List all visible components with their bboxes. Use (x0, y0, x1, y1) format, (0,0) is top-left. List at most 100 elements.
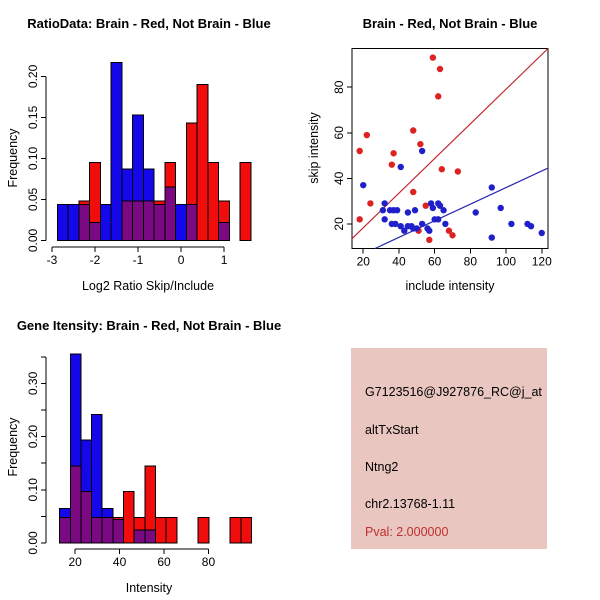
hist-bar-overlap (164, 186, 177, 241)
scatter-point (426, 236, 433, 244)
location-text: chr2.13768-1.11 (365, 497, 456, 511)
scatter-point (418, 147, 426, 155)
scatter-title: Brain - Red, Not Brain - Blue (363, 16, 538, 31)
scatter-point (436, 202, 444, 209)
hist-bar-overlap (218, 221, 230, 241)
hist-bar (101, 507, 114, 518)
ratio-hist-xlabel: Log2 Ratio Skip/Include (82, 279, 214, 293)
generated-plot-layer: -3 -2 -1 0 1 0.00 0.05 0.10 0.15 0.20 20 40 60 80 100 1… (26, 48, 552, 569)
scatter-point (379, 207, 387, 214)
hist-bar (133, 516, 146, 531)
scatter-point (360, 181, 367, 189)
hist-bar (175, 203, 187, 241)
hist-bar (153, 200, 166, 205)
scatter-point (422, 202, 429, 209)
scatter-point (449, 232, 456, 239)
scatter-point (388, 161, 396, 168)
x-tick-label: 20 (68, 555, 82, 569)
scatter-point (418, 220, 426, 228)
y-tick-label: 0.30 (26, 371, 40, 395)
hist-bar (229, 516, 242, 544)
x-tick-label: 40 (113, 555, 127, 569)
hist-bar-overlap (69, 465, 82, 544)
hist-bar-overlap (80, 490, 93, 544)
ratio-hist-title: RatioData: Brain - Red, Not Brain - Blue (27, 16, 270, 31)
pval-text: Pval: 2.000000 (365, 525, 449, 539)
scatter-point (438, 166, 445, 173)
scatter-point (435, 93, 442, 100)
ratio_hist-plot: -3 -2 -1 0 1 0.00 0.05 0.10 0.15 0.20 (26, 61, 252, 267)
hist-bar (121, 168, 134, 202)
scatter-point (527, 222, 535, 230)
hist-bar-overlap (132, 200, 144, 242)
x-tick-label: -1 (133, 253, 144, 267)
scatter-point (397, 163, 404, 171)
scatter-point (401, 227, 408, 234)
x-tick-label: -3 (47, 253, 58, 267)
scatter-point (488, 184, 495, 191)
hist-bar (164, 162, 177, 188)
brain-fit-line (351, 48, 549, 240)
scatter-xlabel: include intensity (406, 279, 496, 293)
hist-bar-overlap (144, 529, 157, 544)
hist-bar-overlap (59, 516, 71, 544)
scatter-point (390, 150, 397, 157)
hist-bar (155, 516, 167, 544)
hist-bar (69, 353, 82, 467)
hist-bar (110, 61, 123, 241)
y-tick-label: 0.00 (26, 531, 40, 555)
plot-frame (351, 48, 549, 249)
scatter-point (410, 127, 417, 134)
scatter-point (356, 147, 363, 155)
hist-bar (142, 168, 155, 202)
gene-name-text: Ntng2 (365, 460, 399, 474)
y-tick-label: 0.00 (26, 228, 40, 252)
y-tick-label: 0.15 (26, 105, 40, 129)
hist-bar-overlap (78, 203, 91, 241)
scatter-point (429, 54, 437, 61)
scatter-point (508, 220, 515, 228)
scatter-point (404, 209, 412, 216)
scatter-point (397, 222, 404, 230)
y-tick-label: 40 (332, 171, 346, 185)
scatter-point (363, 131, 371, 139)
x-tick-label: 80 (202, 555, 216, 569)
notbrain-fit-line (374, 167, 549, 250)
scatter-point (472, 209, 479, 216)
gene-hist-ylabel: Frequency (6, 417, 20, 477)
scatter-point (488, 234, 495, 241)
gene-hist-xlabel: Intensity (126, 581, 173, 595)
scatter-point (497, 204, 504, 212)
hist-bar (56, 203, 69, 241)
scatter-point (411, 207, 419, 214)
x-tick-label: 1 (221, 253, 228, 267)
scatter-point (454, 168, 462, 175)
scatter-point (435, 216, 442, 223)
x-tick-label: -2 (90, 253, 101, 267)
hist-bar (91, 413, 103, 518)
hist-bar (165, 516, 178, 544)
y-tick-label: 0.10 (26, 478, 40, 502)
scatter-point (442, 220, 449, 228)
probe-id-text: G7123516@J927876_RC@j_at (365, 385, 542, 399)
hist-bar-overlap (112, 519, 125, 544)
hist-bar-overlap (185, 203, 198, 241)
hist-bar-overlap (142, 200, 155, 242)
scatter-ylabel: skip intensity (307, 111, 321, 183)
hist-bar (144, 465, 157, 531)
hist-bar-overlap (101, 516, 114, 544)
scatter-point (381, 216, 388, 223)
scatter-point (426, 227, 433, 234)
y-tick-label: 0.20 (26, 64, 40, 88)
hist-bar (99, 203, 112, 241)
x-tick-label: 80 (464, 255, 478, 269)
y-tick-label: 0.10 (26, 146, 40, 170)
hist-bar (80, 439, 93, 492)
scatter-point (367, 200, 374, 207)
hist-bar-overlap (153, 203, 166, 241)
scatter-point (429, 204, 437, 212)
scatter-point (392, 220, 399, 228)
hist-bar (239, 162, 252, 242)
hist-bar-overlap (133, 529, 146, 544)
